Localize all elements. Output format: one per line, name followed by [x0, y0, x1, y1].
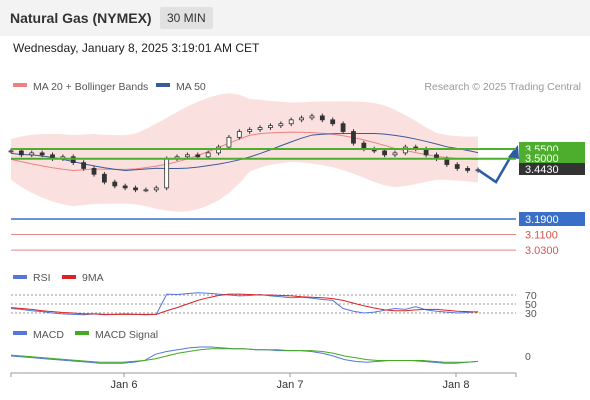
- rsi-ma-line: [10, 293, 479, 315]
- candle-body: [392, 152, 398, 156]
- candle-body: [29, 152, 35, 156]
- bollinger-band: [11, 93, 478, 212]
- candle-body: [278, 123, 284, 127]
- legend-swatch-rsi-ma: [62, 275, 76, 279]
- candle-body: [247, 129, 253, 132]
- candle-body: [382, 150, 388, 156]
- candle-body: [330, 119, 336, 125]
- instrument-title: Natural Gas (NYMEX): [10, 10, 152, 26]
- rsi-tick-label: 50: [525, 299, 537, 311]
- x-axis-tick-label: Jan 8: [443, 379, 470, 391]
- resistance-tag: [519, 151, 585, 165]
- projection-arrow: [477, 150, 516, 184]
- legend-label-rsi-ma: 9MA: [82, 272, 104, 284]
- candle-body: [185, 154, 190, 158]
- legend-swatch-rsi: [13, 275, 27, 279]
- candle-body: [195, 154, 201, 158]
- header-bar: Natural Gas (NYMEX) 30 MIN: [0, 0, 590, 36]
- candle-body: [133, 187, 138, 191]
- last-price-tag: [519, 163, 585, 175]
- target-label: 3.0300: [525, 245, 559, 257]
- macd-signal-line: [10, 348, 479, 363]
- resistance-label: 3.5000: [525, 153, 559, 165]
- candle-body: [299, 117, 304, 121]
- candle-body: [309, 115, 315, 119]
- legend-label-macd-signal: MACD Signal: [95, 329, 158, 341]
- candle-body: [340, 123, 346, 132]
- candle-body: [102, 173, 107, 183]
- candle-body: [39, 152, 45, 156]
- candle-body: [8, 150, 14, 153]
- rsi-tick-label: 70: [525, 290, 537, 302]
- candle-body: [143, 189, 149, 192]
- candle-body: [288, 119, 294, 125]
- candle-body: [91, 168, 97, 175]
- target-label: 3.1100: [525, 230, 558, 242]
- last-price-label: 3.4430: [525, 164, 559, 176]
- x-axis: Jan 6 Jan 7 Jan 8: [10, 373, 517, 391]
- legend-swatch-macd: [13, 331, 27, 335]
- candle-body: [454, 164, 460, 169]
- legend-swatch-macd-signal: [75, 331, 89, 335]
- candle-body: [268, 125, 273, 129]
- candle-body: [122, 185, 128, 189]
- candle-body: [319, 115, 325, 121]
- legend-swatch-bollinger: [13, 83, 27, 87]
- pivot-label: 3.1900: [525, 214, 559, 226]
- candle-body: [226, 136, 232, 148]
- datetime-label: Wednesday, January 8, 2025 3:19:01 AM CE…: [13, 41, 260, 55]
- macd-panel: 0: [10, 346, 531, 364]
- price-panel: [8, 93, 519, 212]
- legend-swatch-ma50: [156, 83, 170, 87]
- legend-label-macd: MACD: [33, 329, 64, 341]
- candle-body: [465, 168, 471, 171]
- macd-tick-label: 0: [525, 351, 531, 363]
- legend-label-ma50: MA 50: [176, 81, 206, 93]
- candle-body: [164, 158, 170, 189]
- projection-arrowhead: [508, 144, 519, 159]
- x-axis-tick-label: Jan 7: [277, 379, 304, 391]
- candle-body: [236, 131, 242, 138]
- candle-body: [205, 152, 211, 158]
- x-axis-tick-label: Jan 6: [111, 379, 138, 391]
- candle-body: [18, 150, 24, 156]
- candle-body: [112, 181, 118, 187]
- candle-body: [257, 127, 263, 130]
- candle-body: [153, 187, 159, 191]
- credit-label: Research © 2025 Trading Central: [424, 81, 581, 93]
- candle-body: [81, 162, 87, 169]
- rsi-tick-label: 30: [525, 308, 537, 320]
- pivot-tag: [519, 212, 585, 226]
- legend-label-bollinger: MA 20 + Bollinger Bands: [33, 81, 148, 93]
- candle-body: [351, 131, 356, 144]
- timeframe-button[interactable]: 30 MIN: [160, 7, 213, 29]
- legend-label-rsi: RSI: [33, 272, 51, 284]
